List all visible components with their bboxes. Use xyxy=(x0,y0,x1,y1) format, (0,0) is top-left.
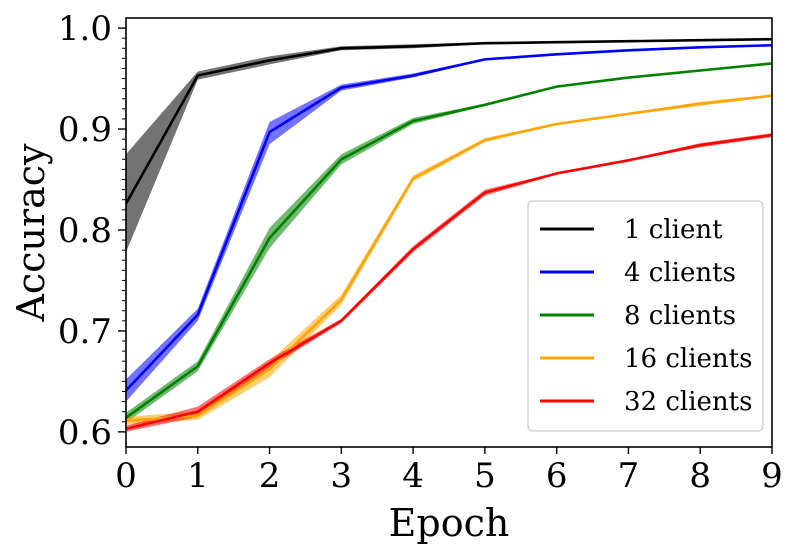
series-lines xyxy=(124,37,773,431)
series-line-4-clients xyxy=(125,43,773,392)
x-tick-label-1: 1 xyxy=(187,456,209,496)
series-line-16-clients xyxy=(125,94,773,423)
series-line-8-clients xyxy=(125,62,773,419)
x-tick-label-2: 2 xyxy=(259,456,281,496)
x-tick-label-3: 3 xyxy=(331,456,353,496)
x-tick-label-4: 4 xyxy=(402,456,424,496)
legend-label-8-clients: 8 clients xyxy=(624,301,736,331)
x-tick-label-6: 6 xyxy=(546,456,568,496)
axes: 0 1 2 3 4 5 6 7 8 9 0.6 0.7 0.8 0.9 1.0 Epoch Accuracy xyxy=(9,9,783,545)
y-axis-title: Accuracy xyxy=(9,143,53,323)
x-axis-title: Epoch xyxy=(389,501,510,545)
y-tick-label-1-0: 1.0 xyxy=(58,9,112,49)
legend-label-16-clients: 16 clients xyxy=(624,344,752,374)
y-tick-label-0-9: 0.9 xyxy=(58,110,112,150)
x-tick-label-8: 8 xyxy=(689,456,711,496)
x-tick-label-9: 9 xyxy=(761,456,783,496)
y-tick-label-0-8: 0.8 xyxy=(58,211,112,251)
legend-label-32-clients: 32 clients xyxy=(624,387,752,417)
y-tick-label-0-7: 0.7 xyxy=(58,312,112,352)
legend-label-1-client: 1 client xyxy=(624,215,723,245)
legend: 1 client 4 clients 8 clients 16 clients 32 c… xyxy=(527,200,764,432)
series-line-32-clients xyxy=(125,133,773,431)
x-tick-label-0: 0 xyxy=(115,456,137,496)
plot-frame xyxy=(125,17,773,448)
y-tick-label-0-6: 0.6 xyxy=(58,413,112,453)
legend-label-4-clients: 4 clients xyxy=(624,258,736,288)
legend-box xyxy=(527,200,764,432)
x-tick-label-7: 7 xyxy=(618,456,640,496)
series-line-1-client xyxy=(124,37,773,205)
x-tick-label-5: 5 xyxy=(474,456,496,496)
